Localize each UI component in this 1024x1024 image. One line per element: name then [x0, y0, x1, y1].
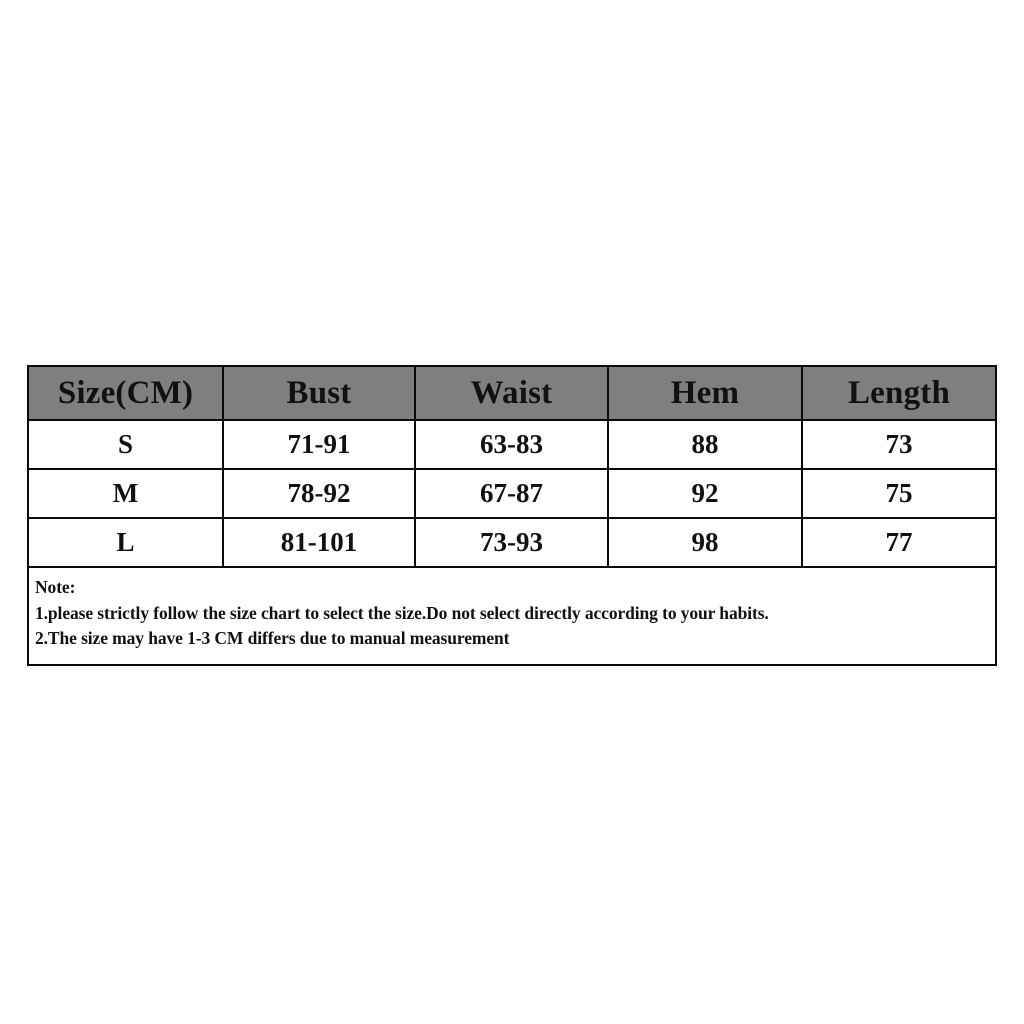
cell-size-l: L: [27, 517, 224, 568]
cell-size-m: M: [27, 468, 224, 519]
cell-hem-l: 98: [607, 517, 803, 568]
note-line-2: 2.The size may have 1-3 CM differs due t…: [35, 628, 510, 649]
column-header-waist: Waist: [414, 365, 609, 421]
cell-bust-l: 81-101: [222, 517, 416, 568]
table-row: L 81-101 73-93 98 77: [27, 517, 997, 568]
cell-size-s: S: [27, 419, 224, 470]
cell-length-m: 75: [801, 468, 997, 519]
cell-length-l: 77: [801, 517, 997, 568]
note-cell: Note: 1.please strictly follow the size …: [27, 566, 997, 666]
cell-hem-s: 88: [607, 419, 803, 470]
note-row: Note: 1.please strictly follow the size …: [27, 566, 997, 666]
column-header-length: Length: [801, 365, 997, 421]
note-line-1: 1.please strictly follow the size chart …: [35, 602, 769, 623]
table-header-row: Size(CM) Bust Waist Hem Length: [27, 365, 997, 421]
size-chart-table: Size(CM) Bust Waist Hem Length S 71-91 6…: [27, 365, 997, 666]
cell-waist-l: 73-93: [414, 517, 609, 568]
cell-bust-m: 78-92: [222, 468, 416, 519]
cell-length-s: 73: [801, 419, 997, 470]
note-title: Note:: [35, 577, 76, 597]
table-row: M 78-92 67-87 92 75: [27, 468, 997, 519]
column-header-size: Size(CM): [27, 365, 224, 421]
cell-waist-s: 63-83: [414, 419, 609, 470]
column-header-bust: Bust: [222, 365, 416, 421]
cell-bust-s: 71-91: [222, 419, 416, 470]
column-header-hem: Hem: [607, 365, 803, 421]
table-row: S 71-91 63-83 88 73: [27, 419, 997, 470]
cell-hem-m: 92: [607, 468, 803, 519]
cell-waist-m: 67-87: [414, 468, 609, 519]
